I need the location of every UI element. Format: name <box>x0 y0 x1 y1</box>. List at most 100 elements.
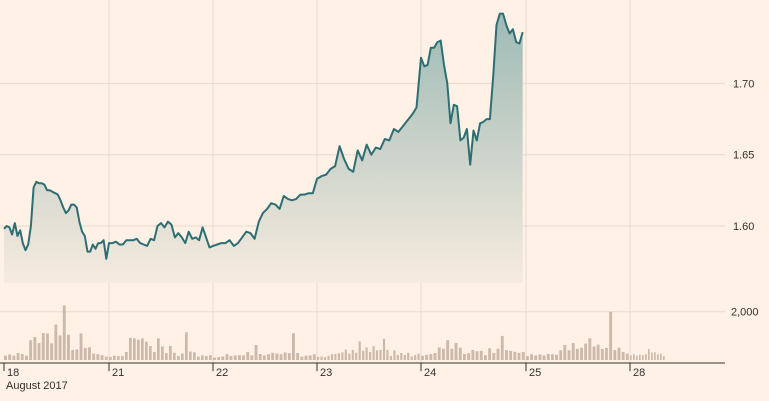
volume-bar <box>475 351 479 360</box>
volume-bar <box>145 341 148 360</box>
volume-bar <box>355 352 358 360</box>
volume-tick-label: 2,000 <box>731 307 759 319</box>
volume-bar <box>442 348 445 360</box>
volume-bar <box>645 354 647 360</box>
volume-bar <box>414 355 417 360</box>
volume-bar <box>621 352 625 360</box>
volume-bar <box>279 354 283 360</box>
volume-bar <box>262 355 266 360</box>
volume-bar <box>33 337 37 360</box>
volume-bar <box>389 355 392 360</box>
volume-bar <box>505 350 508 360</box>
price-tick-label: 1.60 <box>733 221 754 233</box>
volume-bar <box>396 354 399 360</box>
volume-bar <box>362 350 365 360</box>
volume-bar <box>600 348 604 360</box>
volume-bar <box>133 338 136 360</box>
volume-bar <box>125 352 128 360</box>
volume-bar <box>400 353 403 360</box>
volume-bar <box>254 345 258 360</box>
price-area-fill <box>4 13 523 283</box>
volume-bar <box>479 350 483 360</box>
price-tick-label: 1.65 <box>733 150 754 162</box>
volume-bar <box>58 335 62 360</box>
price-tick-label: 1.70 <box>733 78 754 90</box>
volume-bar <box>410 356 413 360</box>
volume-bar <box>642 355 644 360</box>
volume-bar <box>177 355 180 360</box>
volume-bar <box>417 353 420 360</box>
volume-bar <box>271 352 275 360</box>
volume-bar <box>79 333 83 360</box>
volume-bar <box>530 354 534 360</box>
volume-bar <box>41 333 45 360</box>
volume-bar <box>242 355 245 360</box>
volume-bar <box>54 324 58 360</box>
volume-bar <box>283 352 287 360</box>
volume-bar <box>238 355 241 360</box>
volume-bar <box>571 343 575 360</box>
volume-bar <box>538 354 542 360</box>
volume-bar <box>308 355 312 360</box>
volume-bar <box>654 352 656 360</box>
volume-bar <box>12 355 16 360</box>
volume-bar <box>141 338 144 360</box>
volume-bar <box>46 333 49 360</box>
volume-bar <box>117 356 120 360</box>
volume-bar <box>104 356 108 360</box>
volume-bar <box>312 354 316 360</box>
volume-bar <box>62 305 66 360</box>
volume-bar <box>484 355 487 360</box>
volume-bar <box>651 352 653 360</box>
volume-bar <box>304 355 308 360</box>
volume-bar <box>37 343 41 360</box>
volume-bar <box>250 355 254 360</box>
volume-bar <box>563 345 567 360</box>
volume-bar <box>337 353 340 360</box>
volume-bar <box>351 349 354 360</box>
volume-bar <box>551 354 554 360</box>
volume-bar <box>113 355 116 360</box>
volume-bar <box>348 353 351 360</box>
volume-bar <box>344 349 347 360</box>
volume-bar <box>327 355 330 360</box>
volume-bar <box>458 347 462 360</box>
volume-bar <box>287 353 291 360</box>
axes: 1.60 1.65 1.70 2,000 18 21 22 23 24 25 28 <box>0 78 759 379</box>
volume-bars <box>4 305 665 360</box>
volume-bar <box>20 354 24 360</box>
volume-bar <box>407 352 410 360</box>
volume-bar <box>173 352 176 360</box>
volume-bar <box>292 333 295 360</box>
volume-bar <box>509 350 513 360</box>
volume-bar <box>67 334 70 360</box>
volume-bar <box>100 355 104 360</box>
volume-bar <box>605 347 608 360</box>
volume-bar <box>542 355 546 360</box>
volume-bar <box>96 354 100 360</box>
volume-bar <box>92 353 96 360</box>
volume-bar <box>189 351 192 360</box>
volume-bar <box>639 354 641 360</box>
volume-bar <box>546 354 550 360</box>
volume-bar <box>555 354 558 360</box>
volume-bar <box>630 355 632 360</box>
x-tick-label: 25 <box>529 367 541 379</box>
volume-bar <box>450 348 454 360</box>
volume-bar <box>209 355 212 360</box>
volume-bar <box>517 352 521 360</box>
volume-bar <box>323 357 327 360</box>
x-tick-label: 24 <box>424 367 436 379</box>
volume-bar <box>463 354 466 360</box>
volume-bar <box>592 346 596 360</box>
volume-bar <box>193 352 196 360</box>
x-axis-caption: August 2017 <box>6 380 68 392</box>
volume-bar <box>429 354 433 360</box>
volume-bar <box>221 356 225 360</box>
volume-bar <box>513 351 517 360</box>
volume-bar <box>225 354 229 360</box>
x-tick-label: 21 <box>112 367 124 379</box>
volume-bar <box>365 347 368 360</box>
volume-bar <box>213 357 216 360</box>
